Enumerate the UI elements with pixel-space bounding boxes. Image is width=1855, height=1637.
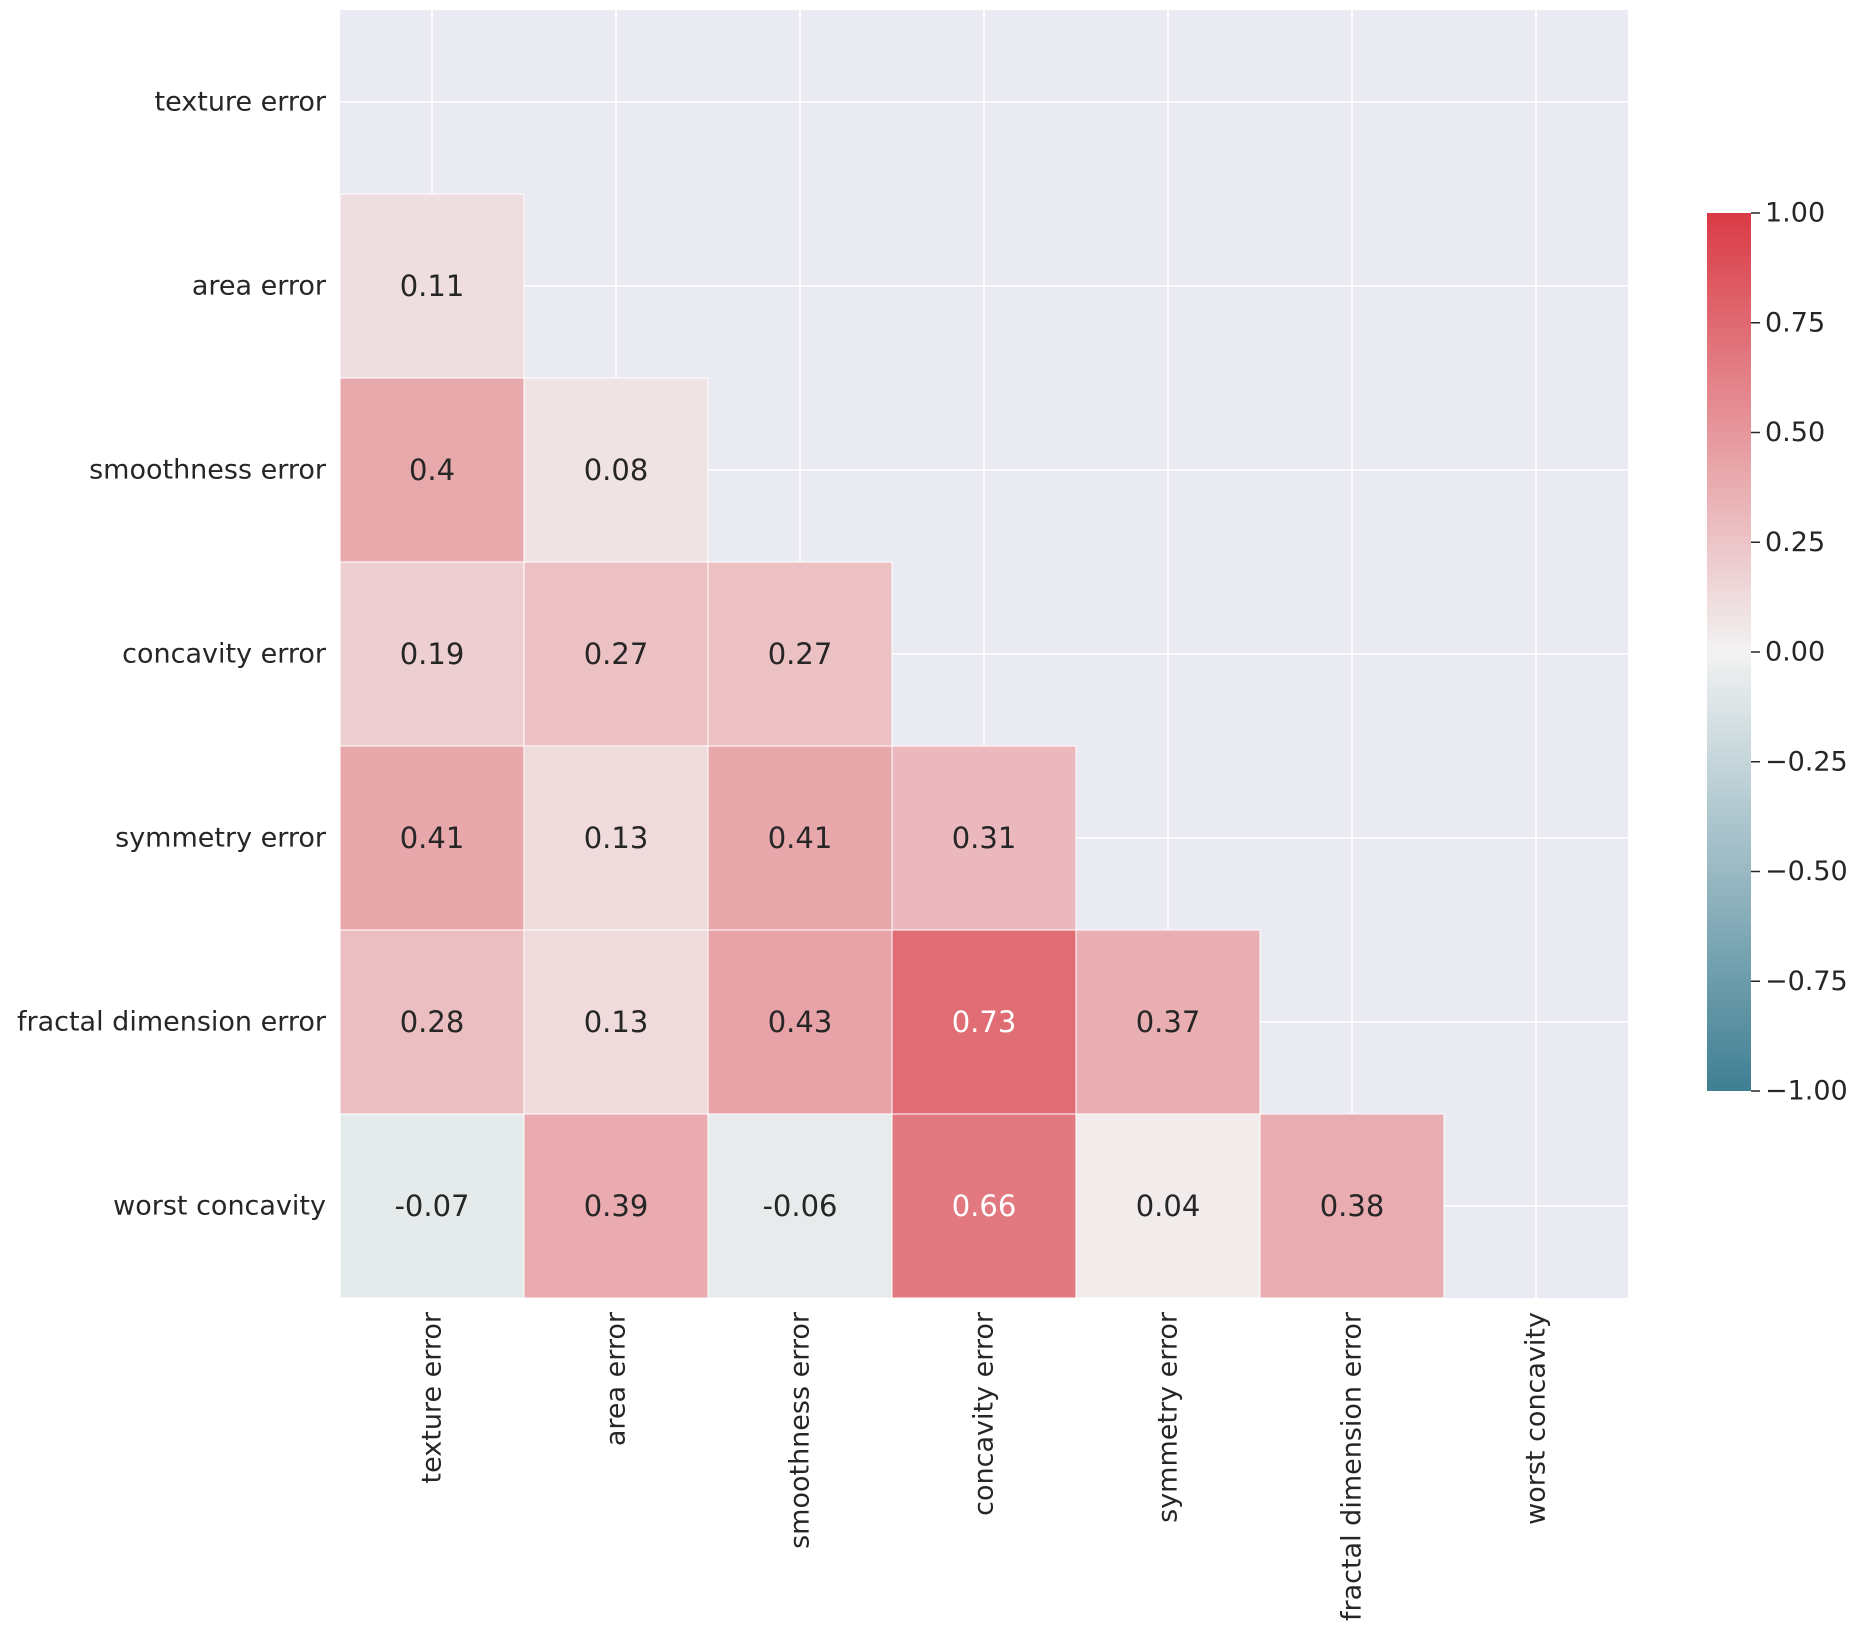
- colorbar-tick-label: 0.50: [1765, 417, 1825, 448]
- heatmap-cell: [1259, 1113, 1445, 1299]
- x-tick-label: texture error: [417, 1311, 448, 1483]
- x-tick-label: fractal dimension error: [1337, 1311, 1368, 1621]
- x-tick-label: area error: [601, 1311, 632, 1446]
- y-tick-label: concavity error: [122, 639, 327, 670]
- heatmap-cell: [523, 377, 709, 563]
- cell-annotation: 0.39: [584, 1189, 649, 1223]
- heatmap-cell: [523, 1113, 709, 1299]
- y-tick-label: fractal dimension error: [17, 1007, 327, 1038]
- x-tick-label: smoothness error: [785, 1311, 816, 1549]
- cell-annotation: 0.27: [768, 637, 833, 671]
- heatmap-cell: [339, 1113, 525, 1299]
- colorbar-tick-label: −0.25: [1765, 746, 1848, 777]
- colorbar-tick-label: −0.50: [1765, 856, 1848, 887]
- cell-annotation: 0.73: [952, 1005, 1017, 1039]
- x-tick-label: symmetry error: [1153, 1311, 1184, 1523]
- heatmap-cell: [707, 929, 893, 1115]
- heatmap-cell: [339, 377, 525, 563]
- cell-annotation: 0.08: [584, 453, 649, 487]
- heatmap-cell: [707, 1113, 893, 1299]
- cell-annotation: 0.28: [400, 1005, 465, 1039]
- cell-annotation: -0.06: [762, 1189, 837, 1223]
- cell-annotation: 0.41: [400, 821, 465, 855]
- y-tick-label: area error: [192, 271, 327, 302]
- cell-annotation: 0.41: [768, 821, 833, 855]
- colorbar-tick-label: 0.00: [1765, 637, 1825, 668]
- cell-annotation: 0.37: [1136, 1005, 1201, 1039]
- y-tick-label: symmetry error: [115, 823, 327, 854]
- colorbar-tick-label: 1.00: [1765, 198, 1825, 229]
- colorbar-tick-label: 0.25: [1765, 527, 1825, 558]
- heatmap-cell: [523, 745, 709, 931]
- cell-annotation: 0.13: [584, 821, 649, 855]
- cell-annotation: 0.4: [409, 453, 455, 487]
- cell-annotation: 0.66: [952, 1189, 1017, 1223]
- x-tick-label: worst concavity: [1521, 1312, 1552, 1525]
- heatmap-cell: [339, 745, 525, 931]
- y-tick-label: smoothness error: [89, 455, 327, 486]
- cell-annotation: 0.38: [1320, 1189, 1385, 1223]
- cell-annotation: 0.31: [952, 821, 1017, 855]
- heatmap-cell: [339, 193, 525, 379]
- heatmap-cell: [707, 745, 893, 931]
- cell-annotation: 0.13: [584, 1005, 649, 1039]
- cell-annotation: 0.04: [1136, 1189, 1201, 1223]
- heatmap-cell: [891, 1113, 1077, 1299]
- colorbar-tick-label: −0.75: [1765, 966, 1848, 997]
- cell-annotation: 0.43: [768, 1005, 833, 1039]
- cell-annotation: -0.07: [394, 1189, 469, 1223]
- cell-annotation: 0.27: [584, 637, 649, 671]
- heatmap-cell: [891, 929, 1077, 1115]
- x-tick-label: concavity error: [969, 1311, 1000, 1516]
- heatmap-cell: [339, 561, 525, 747]
- heatmap-cell: [1075, 929, 1261, 1115]
- y-tick-label: texture error: [155, 87, 327, 118]
- cell-annotation: 0.11: [400, 269, 465, 303]
- colorbar-tick-label: 0.75: [1765, 307, 1825, 338]
- y-tick-label: worst concavity: [113, 1191, 326, 1222]
- heatmap-cell: [707, 561, 893, 747]
- cell-annotation: 0.19: [400, 637, 465, 671]
- colorbar-tick-label: −1.00: [1765, 1076, 1848, 1107]
- colorbar: [1707, 213, 1751, 1091]
- heatmap-cell: [1075, 1113, 1261, 1299]
- heatmap-cell: [339, 929, 525, 1115]
